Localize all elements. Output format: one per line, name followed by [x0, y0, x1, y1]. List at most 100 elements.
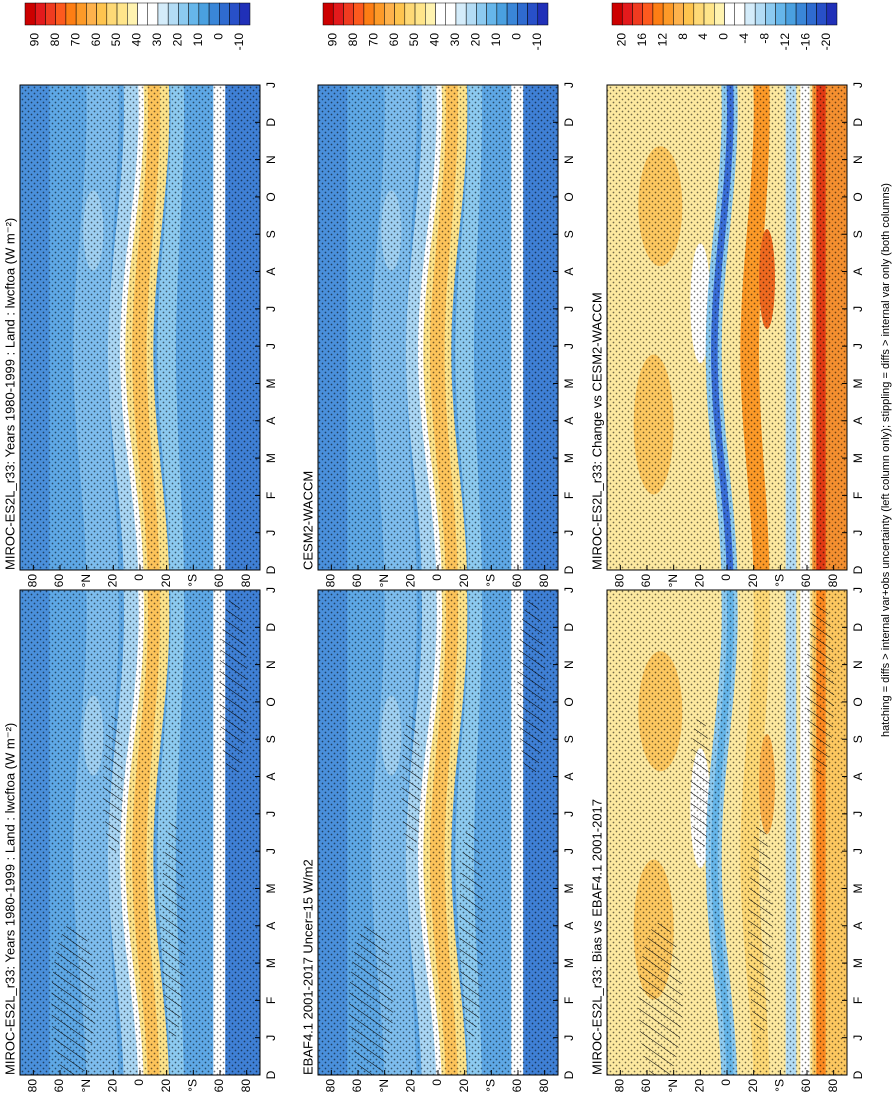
- month-label: D: [264, 1070, 278, 1079]
- lat-label: 20: [106, 574, 120, 588]
- colorbar-swatch: [394, 2, 406, 26]
- colorbar-swatch: [96, 2, 108, 26]
- month-label: D: [851, 565, 865, 574]
- lat-label: °S: [484, 1079, 498, 1092]
- colorbar-label: 80: [48, 33, 62, 47]
- panel-title: MIROC-ES2L_r33: Change vs CESM2-WACCM: [589, 292, 604, 570]
- colorbar-swatch: [147, 2, 159, 26]
- month-label: A: [851, 922, 865, 930]
- month-label: J: [851, 82, 865, 88]
- month-label: S: [851, 735, 865, 743]
- month-label: M: [562, 958, 576, 968]
- lat-label: °S: [186, 1079, 200, 1092]
- lat-label: 20: [457, 574, 471, 588]
- colorbar-swatch: [683, 2, 695, 26]
- lat-label: 80: [826, 574, 840, 588]
- colorbar-swatch: [795, 2, 807, 26]
- month-label: J: [562, 1035, 576, 1041]
- colorbar-swatch: [198, 2, 210, 26]
- colorbar-swatch: [384, 2, 395, 26]
- month-label: J: [851, 343, 865, 349]
- panel-title: MIROC-ES2L_r33: Years 1980-1999 : Land :…: [2, 218, 17, 570]
- panel: [607, 590, 847, 1075]
- lat-label: 80: [826, 1079, 840, 1093]
- colorbar-swatch: [425, 2, 436, 26]
- month-label: A: [264, 268, 278, 276]
- panel: [20, 85, 260, 570]
- colorbar-swatch: [714, 2, 725, 26]
- colorbar-swatch: [703, 2, 715, 26]
- colorbar-swatch: [506, 2, 518, 26]
- colorbar-swatch: [775, 2, 787, 26]
- colorbar-swatch: [652, 2, 664, 26]
- colorbar-label: -10: [530, 33, 544, 51]
- month-label: M: [264, 453, 278, 463]
- month-label: D: [562, 118, 576, 127]
- colorbar-swatch: [621, 2, 633, 26]
- colorbar-swatch: [404, 2, 416, 26]
- month-label: D: [264, 623, 278, 632]
- lat-label: 60: [799, 574, 813, 588]
- lat-label: 60: [510, 574, 524, 588]
- colorbar-label: 60: [387, 33, 401, 47]
- colorbar-swatch: [496, 2, 508, 26]
- month-label: N: [851, 660, 865, 669]
- colorbar-swatch: [445, 2, 457, 26]
- colorbar-label: 8: [676, 33, 690, 40]
- month-label: D: [851, 1070, 865, 1079]
- month-label: O: [264, 697, 278, 706]
- lat-label: °N: [377, 574, 391, 587]
- month-label: D: [562, 565, 576, 574]
- month-label: F: [562, 997, 576, 1004]
- month-label: J: [562, 530, 576, 536]
- month-label: M: [562, 378, 576, 388]
- colorbar-swatch: [157, 2, 169, 26]
- footnote: hatching = diffs > internal var+obs unce…: [880, 183, 892, 737]
- colorbar-swatch: [527, 2, 539, 26]
- colorbar-label: 0: [509, 33, 523, 40]
- colorbar-label: 20: [171, 33, 185, 47]
- month-label: M: [851, 378, 865, 388]
- colorbar-swatch: [455, 2, 467, 26]
- lat-label: 0: [430, 1079, 444, 1086]
- lat-label: 20: [404, 1079, 418, 1093]
- colorbar-label: 10: [489, 33, 503, 47]
- colorbar-label: 50: [407, 33, 421, 47]
- lat-label: °N: [79, 574, 93, 587]
- colorbar-swatch: [86, 2, 97, 26]
- colorbar-label: 20: [614, 33, 628, 47]
- month-label: D: [264, 565, 278, 574]
- month-label: J: [264, 530, 278, 536]
- colorbar-label: 0: [717, 33, 731, 40]
- month-label: J: [562, 811, 576, 817]
- month-label: N: [562, 660, 576, 669]
- lat-label: 20: [404, 574, 418, 588]
- lat-label: 0: [719, 574, 733, 581]
- lat-label: 60: [212, 1079, 226, 1093]
- month-label: J: [562, 306, 576, 312]
- lat-label: 20: [159, 1079, 173, 1093]
- month-label: J: [264, 848, 278, 854]
- month-label: J: [264, 82, 278, 88]
- colorbar-swatch: [208, 2, 220, 26]
- colorbar-swatch: [816, 2, 828, 26]
- month-label: M: [851, 453, 865, 463]
- lat-label: °S: [773, 574, 787, 587]
- lat-label: °S: [484, 574, 498, 587]
- lat-label: 80: [537, 574, 551, 588]
- colorbar-swatch: [239, 2, 251, 26]
- month-label: D: [851, 118, 865, 127]
- month-label: M: [264, 378, 278, 388]
- colorbar-swatch: [75, 2, 87, 26]
- lat-label: 80: [613, 574, 627, 588]
- lat-label: 20: [746, 574, 760, 588]
- colorbar-swatch: [353, 2, 365, 26]
- month-label: A: [264, 773, 278, 781]
- lat-label: °N: [79, 1079, 93, 1092]
- month-label: A: [562, 922, 576, 930]
- month-label: A: [851, 417, 865, 425]
- month-label: N: [264, 155, 278, 164]
- lat-label: 80: [26, 1079, 40, 1093]
- lat-label: 60: [52, 574, 66, 588]
- colorbar-swatch: [744, 2, 756, 26]
